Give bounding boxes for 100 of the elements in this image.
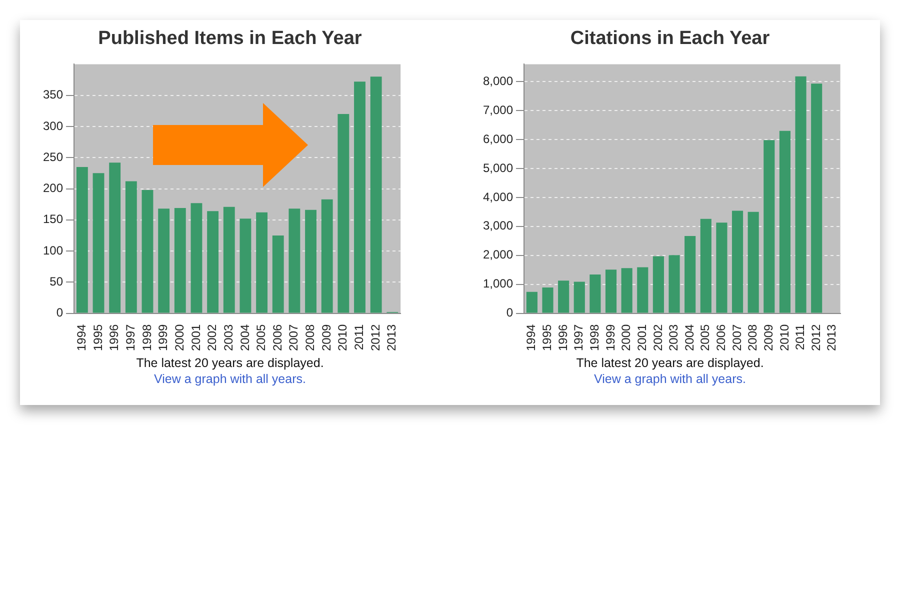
bar <box>621 268 632 313</box>
bar <box>109 162 121 313</box>
x-tick-label: 2003 <box>666 324 681 352</box>
bar <box>354 82 366 313</box>
y-tick-label: 4,000 <box>483 190 514 204</box>
x-tick-label: 2003 <box>221 324 236 352</box>
x-tick-label: 1995 <box>540 324 554 352</box>
y-tick-label: 200 <box>42 181 64 196</box>
bar <box>240 218 252 313</box>
y-tick-label: 150 <box>42 212 64 226</box>
x-tick-label: 2011 <box>793 324 808 350</box>
x-tick-label: 1997 <box>572 324 586 352</box>
bar <box>574 282 585 313</box>
bar <box>811 84 822 313</box>
x-tick-label: 2000 <box>619 324 634 352</box>
bar <box>256 212 268 313</box>
y-tick-label: 300 <box>42 118 64 133</box>
x-tick-label: 1999 <box>603 324 618 352</box>
bar <box>732 210 744 313</box>
bar <box>558 280 570 313</box>
x-tick-label: 1997 <box>123 324 138 352</box>
x-tick-label: 2007 <box>286 324 301 352</box>
y-tick-label: 2,000 <box>483 248 514 262</box>
bar <box>526 292 538 313</box>
x-tick-label: 2013 <box>384 324 399 352</box>
bar <box>684 236 696 313</box>
bar <box>716 222 728 313</box>
x-tick-label: 2009 <box>761 324 776 352</box>
x-tick-label: 1998 <box>140 324 154 352</box>
bar <box>321 199 333 313</box>
bar <box>795 76 806 313</box>
x-tick-label: 1996 <box>556 324 570 352</box>
x-tick-label: 1994 <box>74 324 88 352</box>
x-tick-label: 2006 <box>270 324 284 352</box>
bar <box>92 173 104 313</box>
text: The latest 20 years are displayed. <box>575 356 765 370</box>
x-tick-label: 1999 <box>156 324 170 352</box>
bar <box>668 255 680 313</box>
text: View a graph with all years. <box>593 372 747 386</box>
x-tick-label: 2002 <box>205 324 220 352</box>
y-tick-label: 50 <box>50 274 64 288</box>
x-tick-label: 2001 <box>188 324 203 352</box>
bar <box>125 181 137 313</box>
x-tick-label: 2004 <box>238 324 252 352</box>
bar <box>700 218 712 313</box>
bar <box>590 274 601 313</box>
x-tick-label: 2009 <box>319 324 334 352</box>
x-tick-label: 2008 <box>746 324 760 352</box>
x-tick-label: 2004 <box>682 324 696 352</box>
y-tick-label: 250 <box>42 150 64 164</box>
bar <box>288 208 300 313</box>
bar <box>207 211 219 313</box>
y-tick-label: 1,000 <box>483 276 514 291</box>
x-tick-label: 2000 <box>172 324 186 352</box>
bar <box>76 166 88 313</box>
bar <box>370 76 382 313</box>
y-tick-label: 350 <box>42 88 64 102</box>
bar <box>779 130 790 313</box>
y-tick-label: 3,000 <box>483 218 514 233</box>
x-tick-label: 1996 <box>107 324 122 352</box>
bar <box>652 256 664 313</box>
bar <box>605 270 617 313</box>
x-tick-label: 2012 <box>368 324 382 352</box>
y-tick-label: 0 <box>506 306 514 320</box>
x-tick-label: 2012 <box>808 324 823 352</box>
bar <box>158 208 170 313</box>
bar <box>542 288 554 313</box>
bar <box>174 208 186 313</box>
x-tick-label: 1998 <box>588 324 602 352</box>
y-tick-label: 6,000 <box>483 132 514 146</box>
x-tick-label: 2005 <box>698 324 712 352</box>
x-tick-label: 2010 <box>777 324 792 352</box>
bar <box>338 114 350 313</box>
x-tick-label: 2002 <box>650 324 665 352</box>
text: View a graph with all years. <box>153 372 307 386</box>
y-tick-label: 8,000 <box>483 74 514 88</box>
y-tick-label: 5,000 <box>483 160 514 175</box>
x-tick-label: 2005 <box>254 324 268 352</box>
bar <box>637 267 648 313</box>
bar <box>190 203 202 313</box>
x-tick-label: 1995 <box>90 324 105 352</box>
x-tick-label: 2011 <box>352 324 366 350</box>
x-tick-label: 2001 <box>634 324 649 352</box>
y-tick-label: 0 <box>56 306 64 320</box>
y-tick-label: 100 <box>42 243 64 258</box>
text: The latest 20 years are displayed. <box>135 356 325 370</box>
bar <box>748 212 759 313</box>
bar <box>142 190 154 313</box>
x-tick-label: 2010 <box>336 324 350 352</box>
x-tick-label: 2008 <box>303 324 318 352</box>
x-tick-label: 2007 <box>730 324 744 352</box>
bar <box>272 235 284 313</box>
bar <box>764 140 775 313</box>
bar <box>305 210 316 313</box>
x-tick-label: 2006 <box>714 324 728 352</box>
x-tick-label: 1994 <box>524 324 538 352</box>
chart-title: Citations in Each Year <box>569 28 771 50</box>
chart-title: Published Items in Each Year <box>97 28 363 50</box>
bar <box>223 206 235 313</box>
x-tick-label: 2013 <box>824 324 839 352</box>
